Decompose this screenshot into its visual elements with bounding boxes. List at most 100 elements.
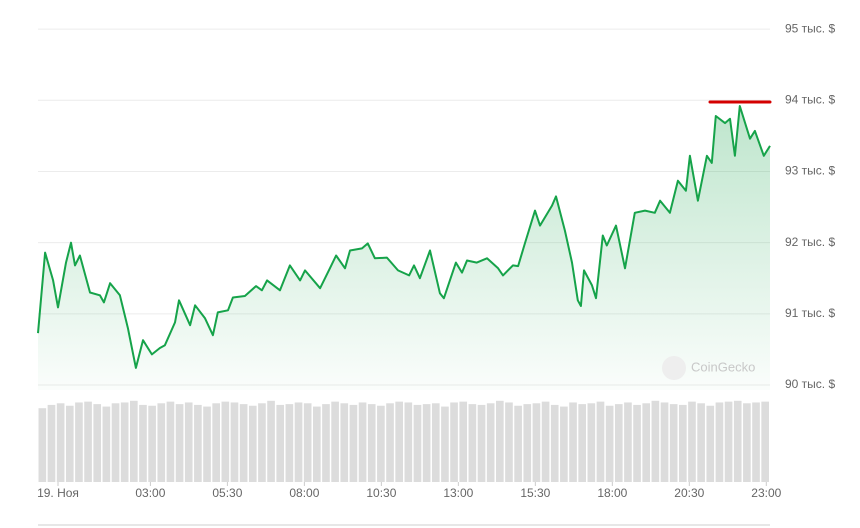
volume-bar (505, 402, 513, 482)
x-tick-label: 05:30 (212, 486, 242, 500)
volume-bar (175, 404, 184, 482)
volume-bar (303, 403, 312, 482)
volume-bar (367, 404, 376, 482)
volume-bar (724, 401, 733, 482)
volume-bar (322, 404, 330, 482)
watermark: CoinGecko (662, 356, 755, 380)
volume-bar (340, 403, 349, 482)
volume-bar (715, 402, 724, 482)
volume-bar (377, 405, 385, 482)
volume-bar (587, 403, 596, 482)
volume-bar (614, 404, 623, 482)
volume-bar (258, 403, 266, 482)
volume-bar (422, 404, 431, 482)
volume-bar (93, 404, 102, 482)
volume-bar (157, 403, 166, 482)
volume-bar (404, 402, 413, 482)
volume-bar (386, 403, 394, 482)
x-tick-label: 20:30 (674, 486, 704, 500)
y-tick-label: 93 тыс. $ (785, 164, 835, 178)
y-tick-label: 95 тыс. $ (785, 21, 835, 35)
volume-bar (560, 406, 568, 482)
volume-bar (166, 401, 175, 482)
volume-bar (596, 401, 605, 482)
x-tick-label: 19. Ноя (37, 486, 79, 500)
volume-bar (102, 406, 111, 482)
volume-bar (65, 405, 74, 482)
volume-bar (120, 402, 129, 482)
volume-bar (679, 404, 687, 482)
x-tick-label: 10:30 (366, 486, 396, 500)
volume-bar (642, 403, 651, 482)
volume-bar (56, 403, 65, 482)
volume-bar (413, 404, 422, 482)
volume-bar (651, 400, 660, 482)
volume-bar (624, 402, 632, 482)
volume-bar (697, 403, 705, 482)
volume-bar (148, 405, 156, 482)
volume-bar (752, 402, 760, 482)
x-tick-label: 03:00 (135, 486, 165, 500)
volume-bar (459, 401, 468, 482)
volume-bar (660, 402, 669, 482)
volume-bar (569, 402, 577, 482)
volume-bar (130, 400, 138, 482)
volume-bar (212, 403, 220, 482)
volume-bar (294, 402, 303, 482)
volume-bar (477, 404, 486, 482)
watermark-text: CoinGecko (691, 359, 755, 374)
volume-bar (743, 403, 751, 482)
volume-bar (221, 401, 230, 482)
volume-bar (75, 402, 83, 482)
volume-bar (605, 405, 614, 482)
volume-bar (496, 400, 504, 482)
volume-bar (38, 408, 47, 482)
volume-bar (431, 403, 440, 482)
y-tick-label: 91 тыс. $ (785, 306, 835, 320)
x-tick-label: 08:00 (289, 486, 319, 500)
volume-bar (514, 405, 522, 482)
volume-bar (669, 404, 678, 482)
volume-bar (194, 404, 202, 482)
y-tick-label: 90 тыс. $ (785, 377, 835, 391)
volume-bar (276, 404, 285, 482)
volume-bar (441, 406, 449, 482)
volume-bar (331, 401, 339, 482)
volume-bar (468, 404, 477, 482)
volume-bar (358, 402, 367, 482)
y-tick-label: 92 тыс. $ (785, 235, 835, 249)
volume-bar (111, 403, 120, 482)
volume-bar (532, 403, 541, 482)
volume-bar (395, 401, 403, 482)
volume-bar (203, 406, 211, 482)
volume-bar (349, 404, 358, 482)
volume-bar (550, 404, 559, 482)
volume-bar (47, 404, 56, 482)
volume-bar (486, 403, 495, 482)
volume-bar (248, 405, 257, 482)
watermark-icon (662, 356, 686, 380)
x-tick-label: 15:30 (520, 486, 550, 500)
volume-bar (450, 402, 458, 482)
volume-bar (578, 404, 586, 482)
volume-bar (688, 401, 696, 482)
volume-bar (285, 404, 294, 482)
volume-bar (523, 404, 532, 482)
price-area (38, 106, 770, 390)
volume-bar (313, 406, 321, 482)
x-tick-label: 13:00 (443, 486, 473, 500)
volume-bar (761, 401, 769, 482)
price-line (37, 105, 771, 369)
y-tick-label: 94 тыс. $ (785, 92, 835, 106)
volume-bar (139, 404, 147, 482)
volume-bar (230, 402, 239, 482)
volume-bar (84, 401, 92, 482)
volume-bar (541, 401, 550, 482)
volume-bar (706, 405, 715, 482)
volume-bar (239, 404, 248, 482)
volume-bar (733, 400, 742, 482)
volume-bar (267, 400, 275, 482)
x-tick-label: 23:00 (751, 486, 781, 500)
volume-bar (184, 402, 193, 482)
